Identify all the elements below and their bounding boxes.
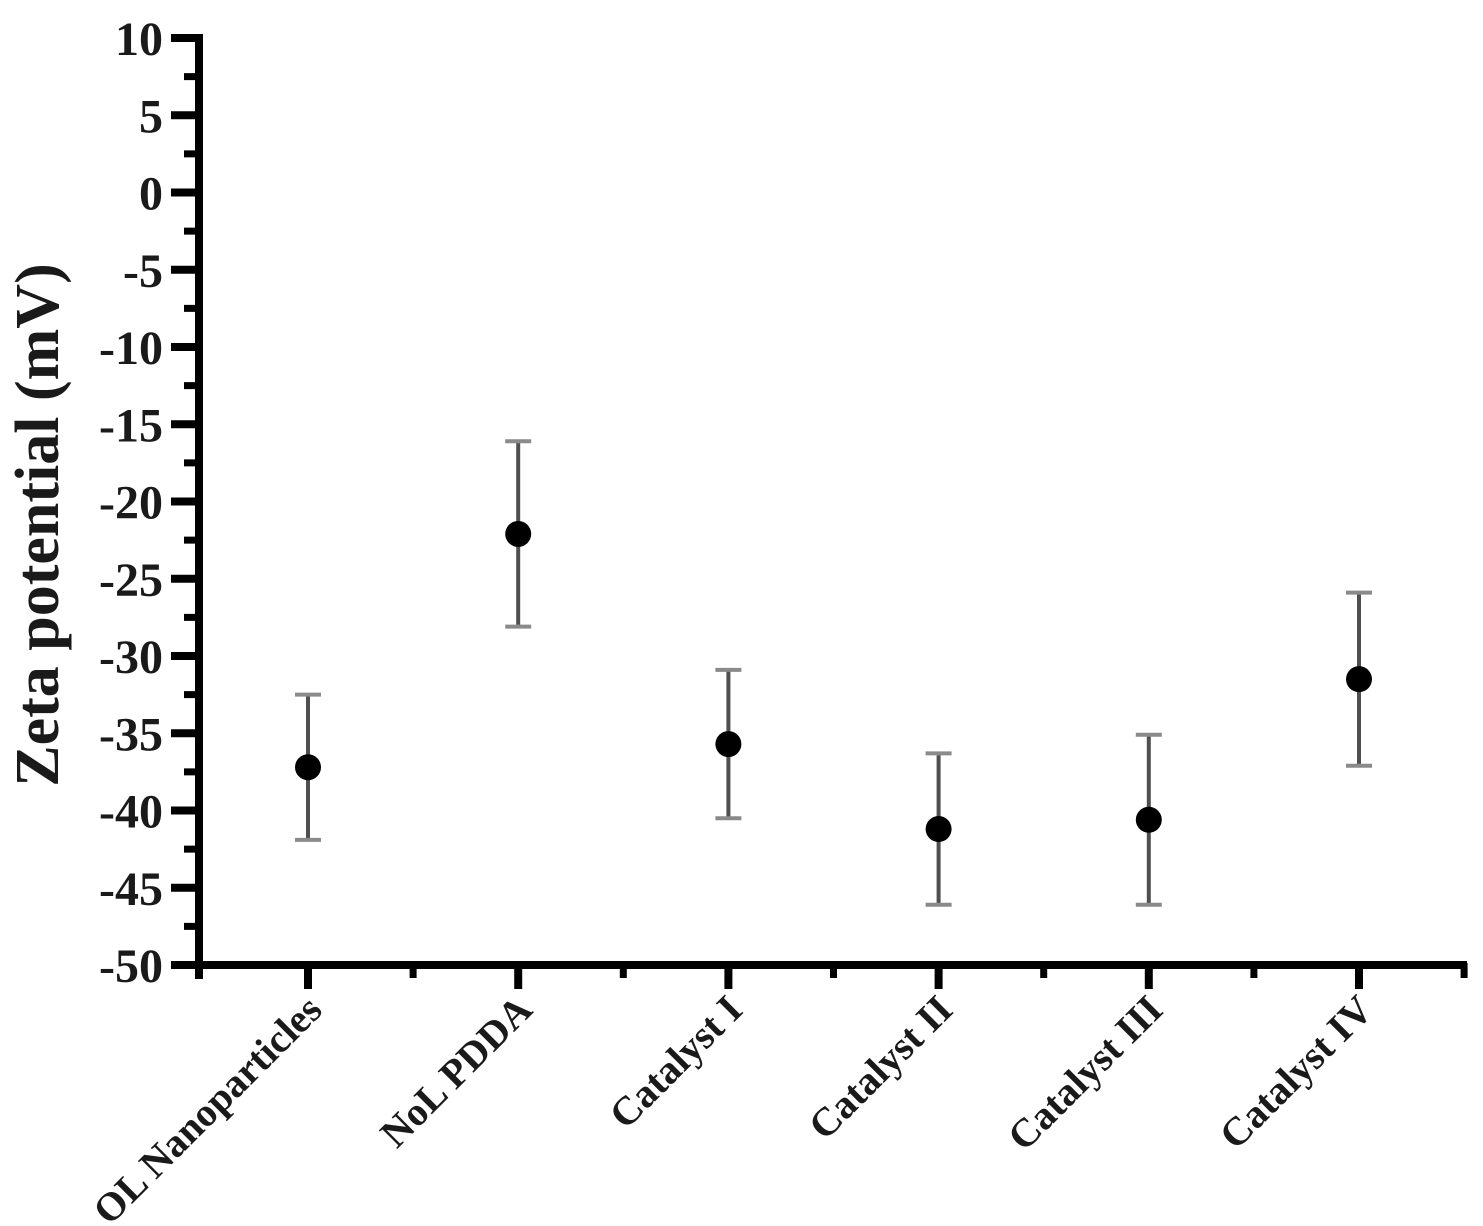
data-point-5	[1135, 732, 1162, 907]
y-tick-label: -5	[123, 245, 163, 298]
y-tick-label: 5	[139, 90, 163, 143]
y-tick-label: -15	[99, 399, 163, 452]
x-category-label: Catalyst III	[999, 987, 1171, 1159]
x-tick-layer: OL Nanoparticles NoL PDDA Catalyst I Cataly…	[84, 963, 1468, 1226]
axes-layer	[173, 34, 1467, 979]
x-category-label: OL Nanoparticles	[84, 987, 330, 1226]
y-tick-label: 10	[115, 13, 163, 66]
y-tick-label: -10	[99, 322, 163, 375]
y-axis-title: Zeta potential (mV)	[4, 263, 72, 786]
data-point-1	[295, 692, 321, 842]
y-tick-label: -30	[99, 631, 163, 684]
marker-circle	[925, 816, 952, 843]
y-tick-label: -25	[99, 554, 163, 607]
x-category-label: NoL PDDA	[371, 986, 540, 1155]
data-point-2	[505, 439, 532, 629]
y-tick-label: -35	[99, 708, 163, 761]
marker-circle	[295, 754, 321, 781]
y-tick-label: -45	[99, 863, 163, 916]
marker-circle	[1135, 806, 1162, 833]
y-tick-label: -40	[99, 786, 163, 839]
y-tick-label: -50	[99, 940, 163, 993]
x-category-label: Catalyst IV	[1210, 986, 1381, 1157]
data-point-3	[715, 667, 742, 821]
data-point-6	[1346, 590, 1372, 768]
data-point-4	[925, 751, 952, 907]
marker-circle	[1346, 666, 1372, 693]
marker-circle	[715, 731, 742, 758]
x-category-label: Catalyst II	[800, 987, 961, 1148]
x-category-label: Catalyst I	[600, 987, 750, 1137]
y-tick-layer: 10 5 0 -5 -10 -15 -20 -25 -30 -35 -40 -45 -50	[99, 13, 201, 993]
y-tick-label: -20	[99, 477, 163, 530]
marker-circle	[505, 520, 532, 547]
data-layer	[295, 439, 1372, 907]
y-tick-label: 0	[139, 168, 163, 221]
